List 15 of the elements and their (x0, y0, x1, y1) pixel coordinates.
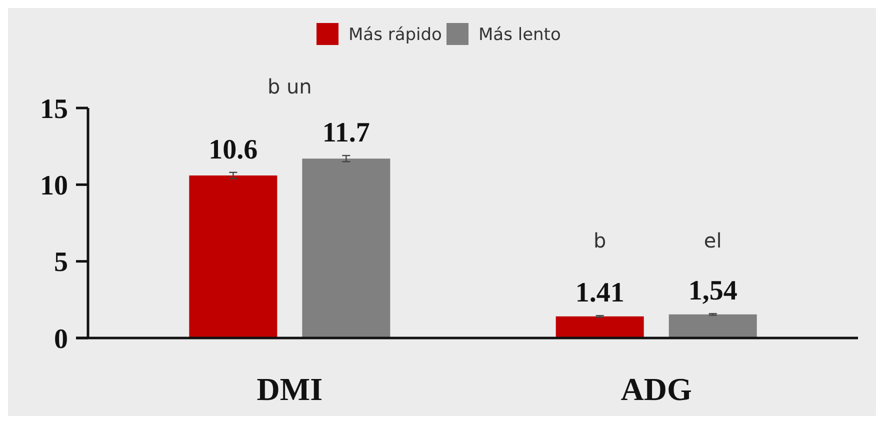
data-label: 11.7 (322, 118, 370, 149)
text: b un (267, 74, 312, 99)
y-tick-label: 5 (54, 247, 68, 278)
y-tick-label: 0 (54, 324, 68, 355)
annotation: el (704, 228, 722, 253)
legend-label: Más rápido (348, 24, 442, 45)
legend-label: Más lento (478, 24, 561, 45)
y-tick-label: 15 (40, 94, 68, 125)
x-tick-label: DMI (256, 371, 323, 407)
x-tick-label: ADG (620, 371, 692, 407)
data-label: 10.6 (208, 134, 258, 166)
data-label: 1,54 (688, 276, 738, 307)
y-tick-label: 10 (40, 170, 68, 202)
annotation: b (593, 228, 606, 253)
data-label: 1.41 (575, 278, 624, 309)
